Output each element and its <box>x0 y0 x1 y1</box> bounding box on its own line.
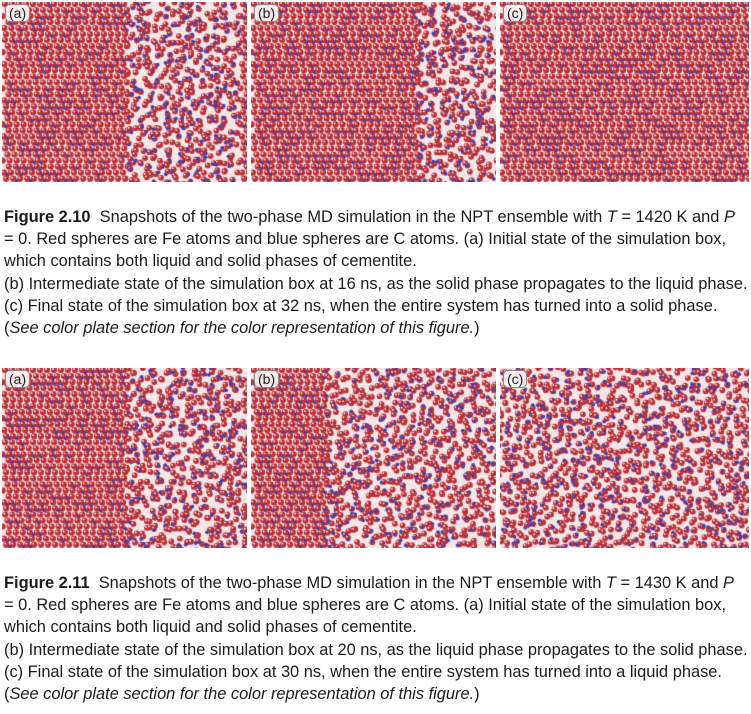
caption-text: (b) Intermediate state of the simulation… <box>4 274 748 338</box>
panel-label: (a) <box>5 4 31 22</box>
caption-text: = 0. Red spheres are Fe atoms and blue s… <box>4 596 727 637</box>
panel-label: (b) <box>254 4 280 22</box>
caption-text: (b) Intermediate state of the simulation… <box>4 640 748 704</box>
figure-label: Figure 2.10 <box>4 208 91 226</box>
atoms-image <box>500 2 749 182</box>
panel-label: (b) <box>254 370 280 388</box>
figure-2-10: (a) (b) (c) Figure 2.10 Snapshots of the… <box>0 0 751 337</box>
atoms-image <box>251 2 496 182</box>
figure-2-11: (a) (b) (c) Figure 2.11 Snapshots of the… <box>0 366 751 703</box>
caption-note: See color plate section for the color re… <box>9 685 475 704</box>
snapshot-panel-b: (b) <box>251 368 496 548</box>
caption-text: ) <box>474 319 480 338</box>
caption-note: See color plate section for the color re… <box>9 319 475 338</box>
atoms-image <box>500 368 749 548</box>
snapshot-panel-a: (a) <box>2 2 247 182</box>
caption-text: Snapshots of the two-phase MD simulation… <box>98 574 602 592</box>
snapshot-panel-c: (c) <box>500 2 749 182</box>
pressure-symbol: P <box>723 208 735 226</box>
atoms-image <box>2 368 247 548</box>
temperature-symbol: T <box>605 574 616 592</box>
panel-label: (c) <box>503 370 528 388</box>
atoms-image <box>2 2 247 182</box>
atoms-image <box>251 368 496 548</box>
caption-text: ) <box>474 685 480 704</box>
panel-label: (c) <box>503 4 528 22</box>
snapshot-panel-c: (c) <box>500 368 749 548</box>
figure-label: Figure 2.11 <box>4 574 90 592</box>
temperature-symbol: T <box>606 208 617 226</box>
figure-caption: Figure 2.11 Snapshots of the two-phase M… <box>4 572 748 705</box>
snapshot-panel-b: (b) <box>251 2 496 182</box>
caption-text: = 1420 K and <box>616 208 724 226</box>
snapshot-panel-a: (a) <box>2 368 247 548</box>
caption-text: = 1430 K and <box>615 574 724 592</box>
snapshot-row: (a) (b) (c) <box>0 366 751 548</box>
caption-text: = 0. Red spheres are Fe atoms and blue s… <box>4 230 727 271</box>
snapshot-row: (a) (b) (c) <box>0 0 751 182</box>
caption-text: Snapshots of the two-phase MD simulation… <box>99 208 603 226</box>
figure-caption: Figure 2.10 Snapshots of the two-phase M… <box>4 206 748 339</box>
panel-label: (a) <box>5 370 31 388</box>
pressure-symbol: P <box>723 574 734 592</box>
